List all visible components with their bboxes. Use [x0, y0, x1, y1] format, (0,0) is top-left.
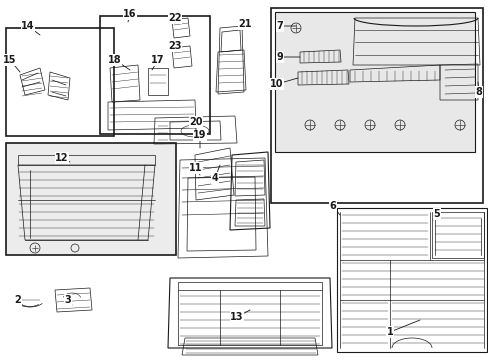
Bar — [100, 16, 209, 134]
Text: 17: 17 — [151, 55, 164, 65]
Text: 14: 14 — [21, 21, 35, 31]
Text: 19: 19 — [193, 130, 206, 140]
Text: 21: 21 — [238, 19, 251, 29]
Text: 16: 16 — [123, 9, 137, 19]
Text: 7: 7 — [276, 21, 283, 31]
Text: 5: 5 — [433, 209, 440, 219]
Text: 13: 13 — [230, 312, 243, 322]
Text: 8: 8 — [475, 87, 482, 97]
Text: 22: 22 — [168, 13, 182, 23]
Text: 1: 1 — [386, 327, 392, 337]
Text: 9: 9 — [276, 52, 283, 62]
Text: 10: 10 — [270, 79, 283, 89]
Bar — [6, 28, 114, 136]
Text: 6: 6 — [329, 201, 336, 211]
Bar — [274, 12, 474, 152]
Bar — [270, 8, 482, 203]
Text: 23: 23 — [168, 41, 182, 51]
Bar — [6, 143, 176, 255]
Text: 4: 4 — [211, 173, 218, 183]
Text: 3: 3 — [64, 295, 71, 305]
Text: 11: 11 — [189, 163, 203, 173]
Text: 12: 12 — [55, 153, 69, 163]
Text: 2: 2 — [15, 295, 21, 305]
Text: 15: 15 — [3, 55, 17, 65]
Text: 20: 20 — [189, 117, 203, 127]
Text: 18: 18 — [108, 55, 122, 65]
